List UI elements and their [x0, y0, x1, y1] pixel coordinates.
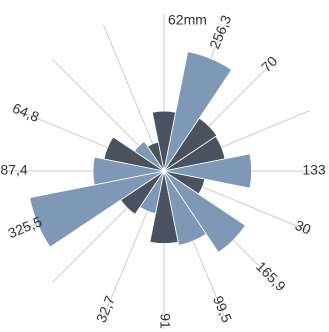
value-label-7: 99,5 [210, 293, 235, 324]
data-petals [29, 51, 252, 253]
value-label-4: 133 [302, 162, 326, 178]
petal-12[interactable] [92, 156, 165, 186]
value-label-5: 30 [293, 217, 314, 238]
value-label-9: 32,7 [93, 293, 118, 324]
petal-14[interactable] [133, 140, 165, 172]
petal-8[interactable] [149, 170, 179, 244]
petal-6[interactable] [163, 170, 246, 253]
petal-2[interactable] [163, 117, 218, 172]
petal-15[interactable] [147, 141, 165, 172]
petal-11[interactable] [29, 170, 165, 248]
value-label-13: 64,8 [10, 100, 41, 125]
value-label-0: 62mm [168, 12, 207, 28]
petal-7[interactable] [163, 170, 207, 246]
value-label-6: 165,9 [253, 258, 289, 294]
value-label-12: 87,4 [0, 162, 27, 178]
value-label-8: 91 [157, 313, 173, 329]
value-label-1: 256,3 [206, 12, 234, 51]
value-label-2: 70 [258, 53, 280, 75]
petal-13[interactable] [103, 136, 165, 172]
value-label-11: 325,5 [6, 213, 45, 241]
petal-4[interactable] [163, 153, 252, 189]
petal-1[interactable] [163, 51, 233, 172]
